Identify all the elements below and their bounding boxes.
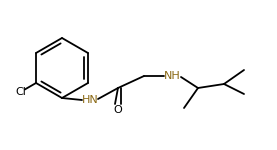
Text: O: O: [114, 105, 122, 115]
Text: HN: HN: [82, 95, 98, 105]
Text: Cl: Cl: [15, 87, 26, 97]
Text: NH: NH: [164, 71, 180, 81]
